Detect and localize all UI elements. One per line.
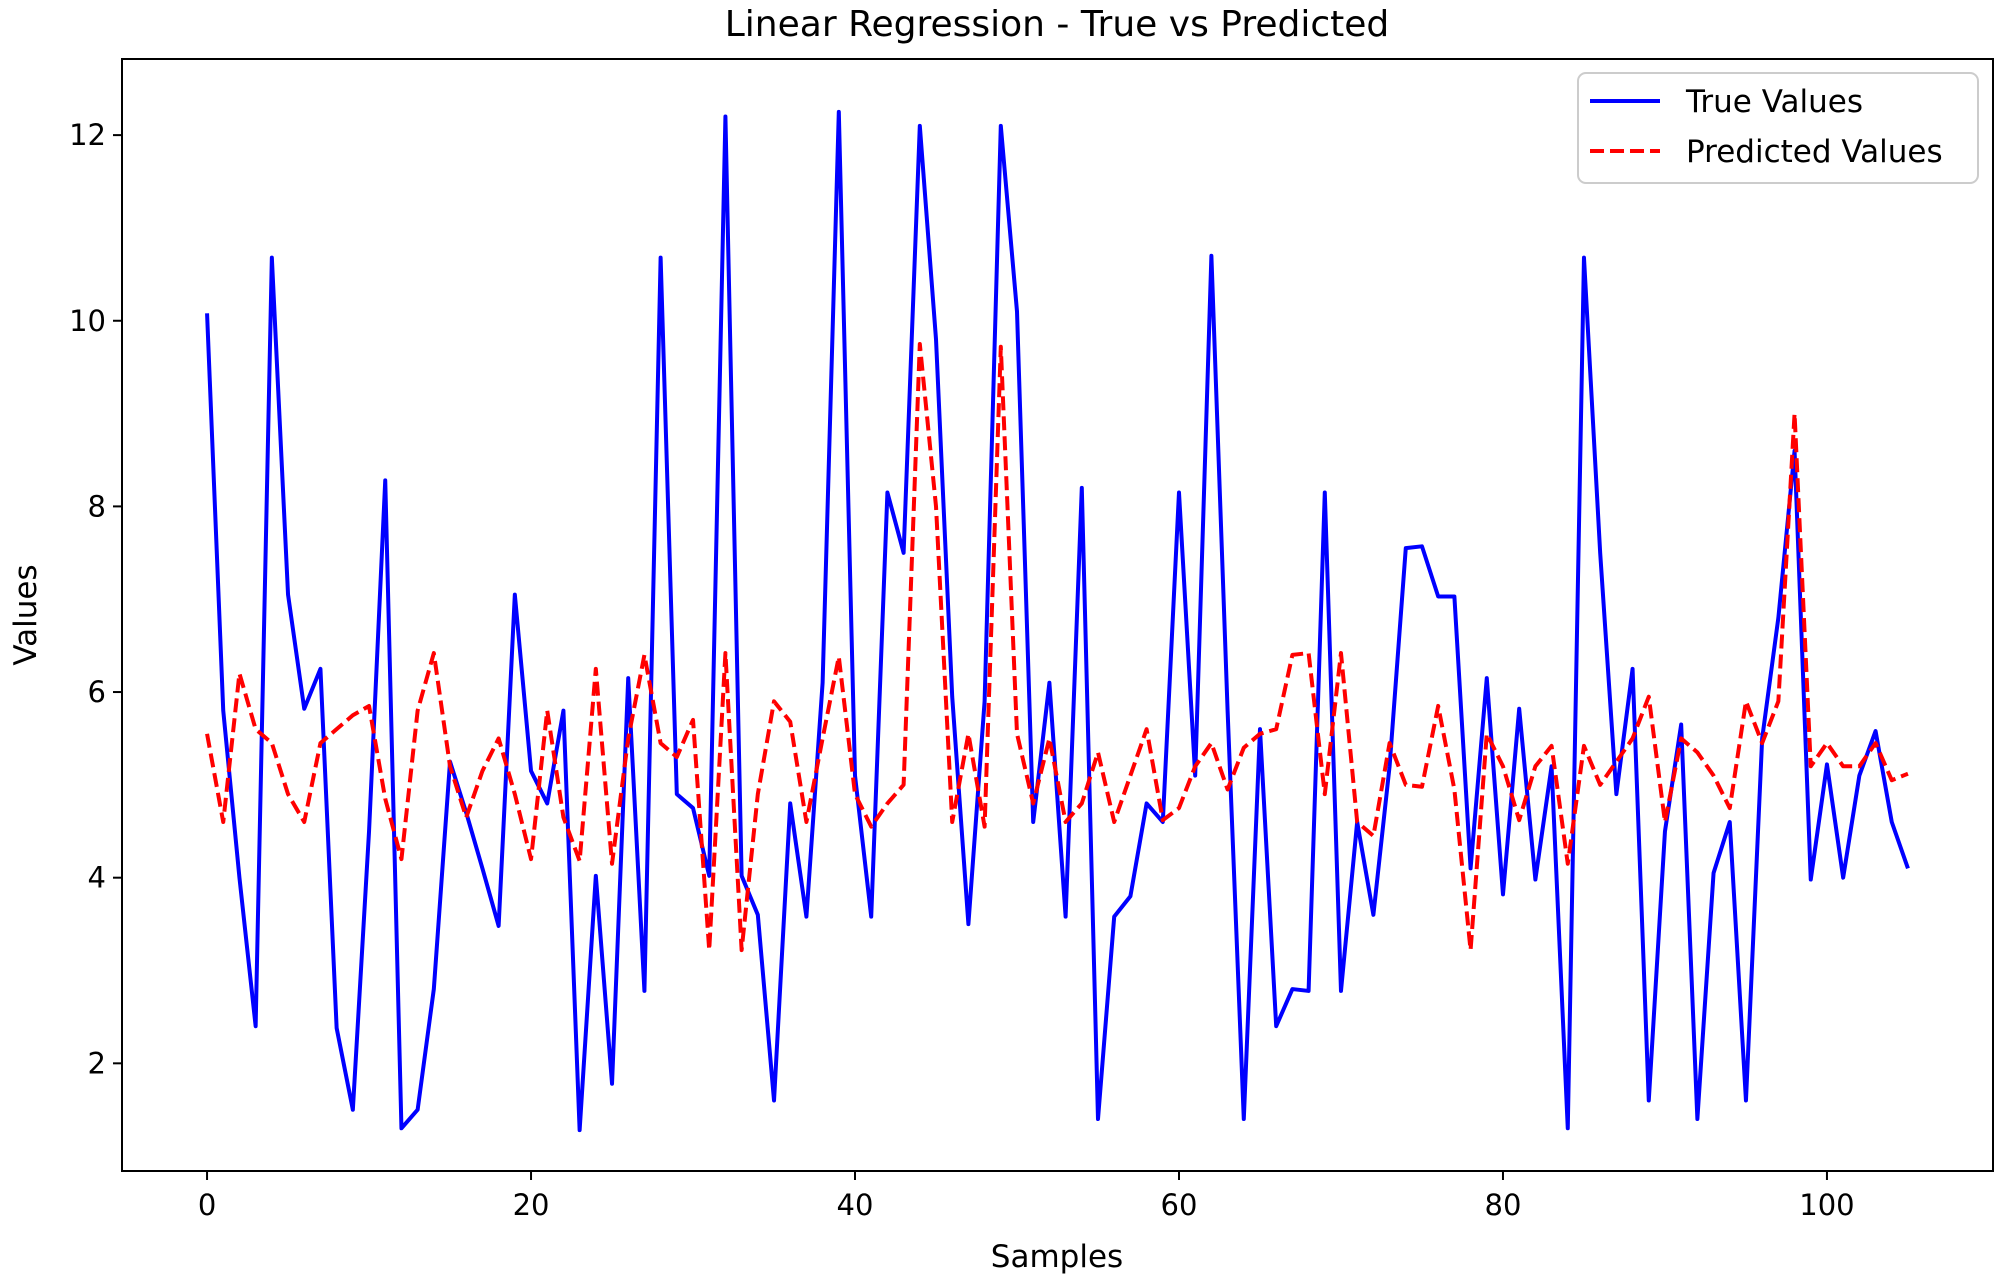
legend-label-predicted-values: Predicted Values [1686, 134, 1943, 170]
chart-title: Linear Regression - True vs Predicted [725, 4, 1390, 45]
plot-frame [121, 58, 1994, 1172]
x-tick-label: 40 [837, 1188, 874, 1222]
y-tick-label: 2 [88, 1046, 106, 1080]
legend-label-true-values: True Values [1685, 84, 1863, 120]
y-tick-label: 8 [88, 489, 106, 523]
y-tick-label: 10 [69, 304, 106, 338]
y-axis-label: Values [8, 564, 44, 665]
x-tick-label: 100 [1799, 1188, 1854, 1222]
x-axis: 0 20 40 60 80 100 [198, 1171, 1855, 1222]
plot-area [121, 58, 1994, 1172]
y-tick-label: 6 [88, 675, 106, 709]
series-layer [205, 109, 1910, 1133]
x-tick-label: 0 [198, 1188, 216, 1222]
y-tick-label: 12 [69, 118, 106, 152]
legend-frame [1577, 72, 1979, 184]
x-tick-label: 60 [1161, 1188, 1198, 1222]
y-tick-label: 4 [88, 861, 106, 895]
y-axis: 2 4 6 8 10 12 [69, 118, 122, 1080]
x-axis-label: Samples [991, 1239, 1123, 1275]
series-line-predicted-values [205, 341, 1909, 953]
legend: True Values Predicted Values [1577, 72, 1979, 184]
x-tick-label: 20 [513, 1188, 550, 1222]
plot-background [122, 59, 1993, 1171]
series-line-true-values [205, 109, 1910, 1133]
x-tick-label: 80 [1485, 1188, 1522, 1222]
